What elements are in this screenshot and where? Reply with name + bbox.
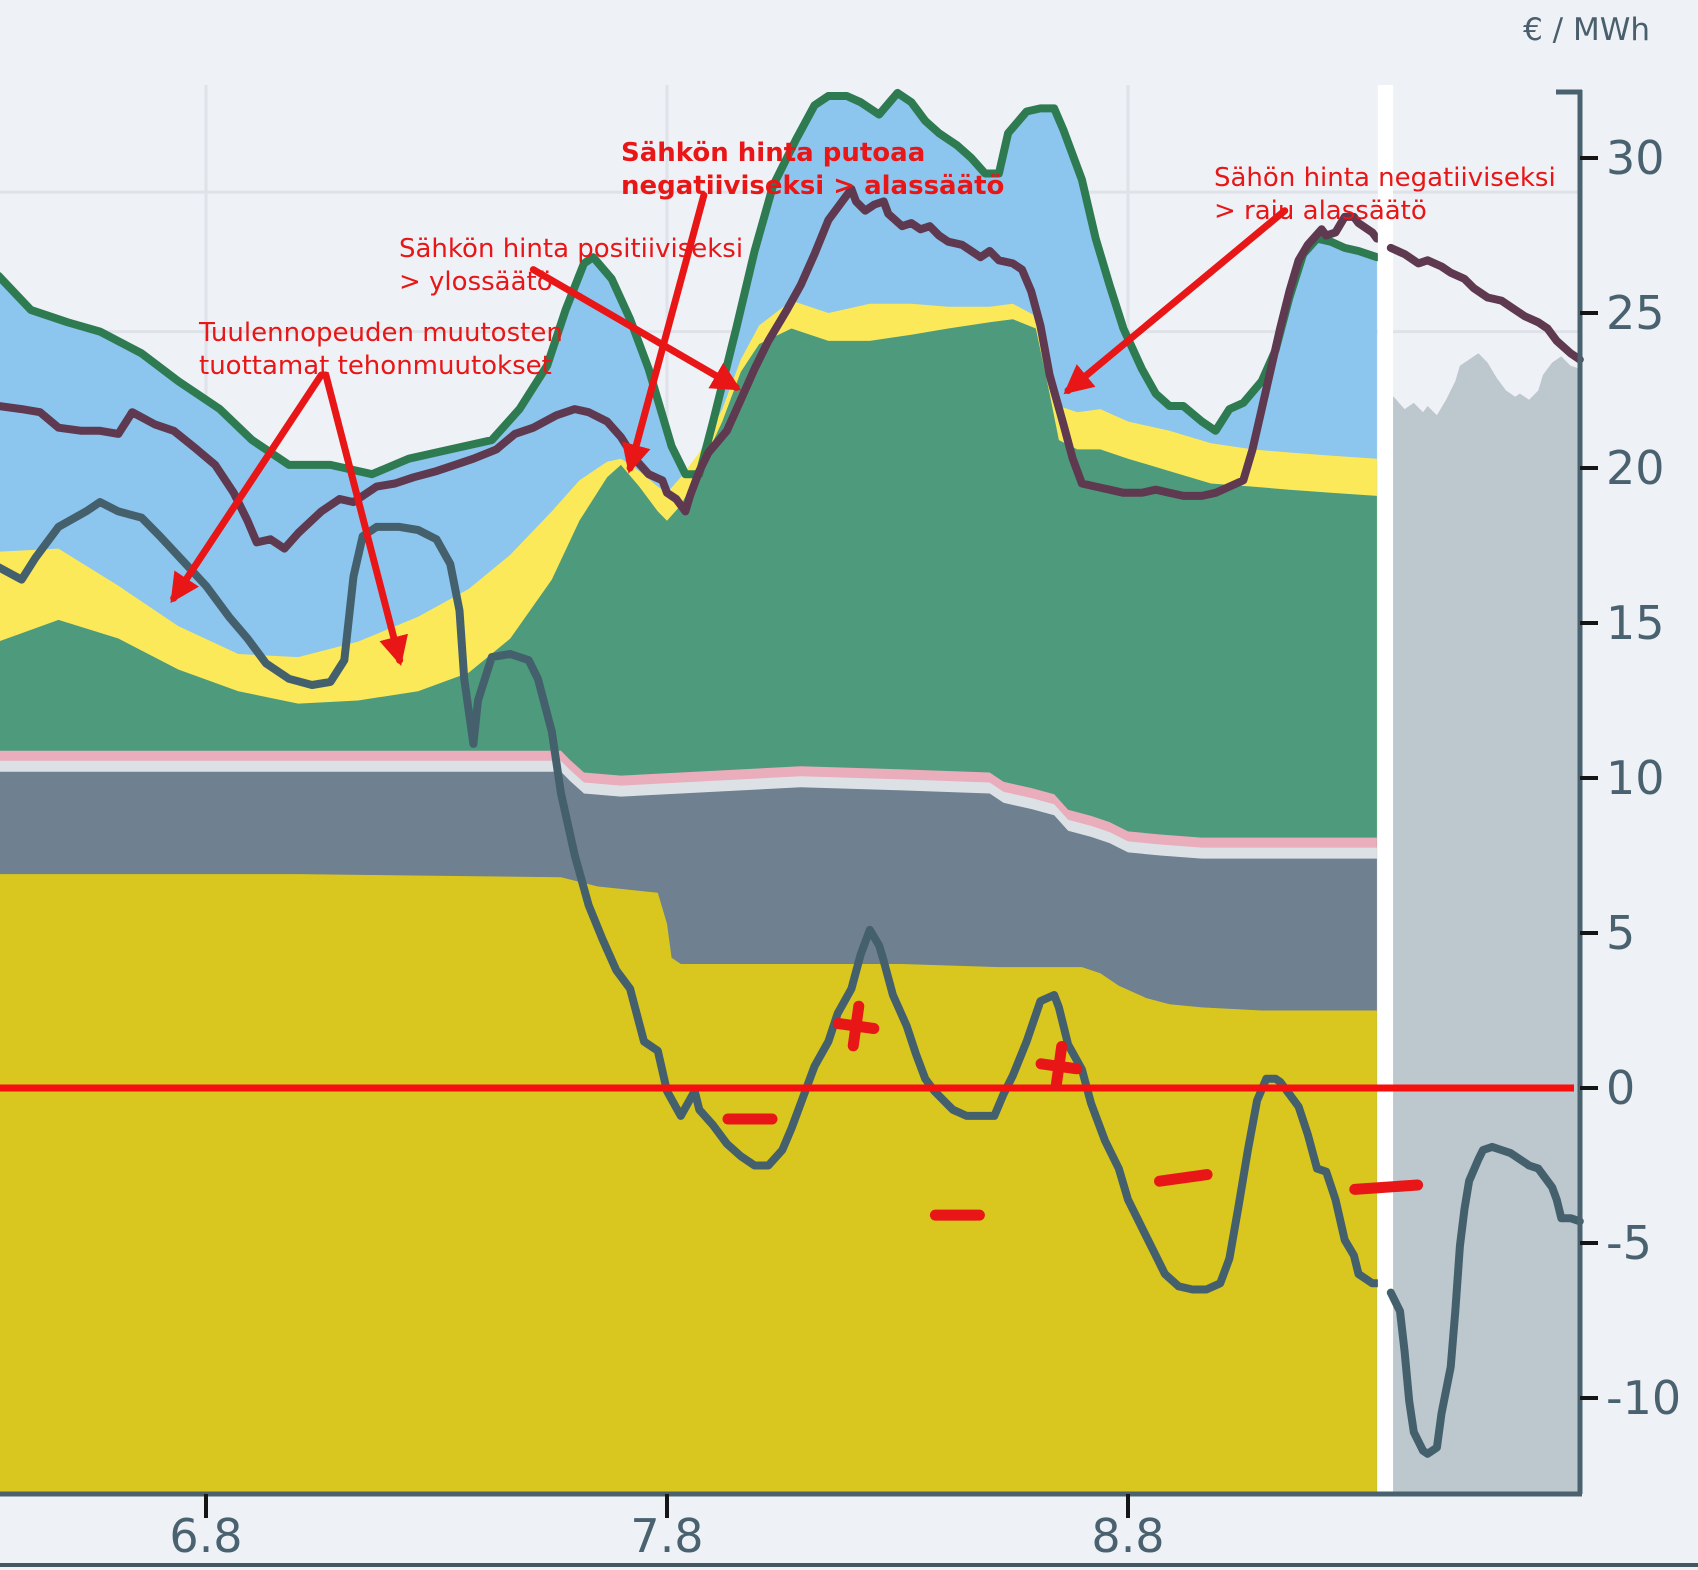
annotation-line: Sähkön hinta putoaa [621, 138, 926, 168]
x-tick-label: 7.8 [630, 1509, 703, 1563]
y-tick-label: 30 [1606, 131, 1665, 185]
y-tick-label: 20 [1606, 441, 1665, 495]
annotation-up-regulation: Sähkön hinta positiiviseksi > ylossäätö [399, 233, 743, 299]
forecast-gray-area [1390, 353, 1580, 1494]
purple-price-line [0, 185, 1381, 553]
y-axis-unit-label: € / MWh [1523, 12, 1650, 48]
y-tick-label: 0 [1606, 1061, 1635, 1115]
minus-mark [1154, 1169, 1213, 1187]
y-tick-label: 25 [1606, 286, 1665, 340]
plus-mark [832, 1000, 880, 1052]
y-tick-label: 15 [1606, 596, 1665, 650]
annotation-wind: Tuulennopeuden muutosten tuottamat tehonm… [199, 317, 563, 383]
forecast-divider [1377, 85, 1394, 1494]
raju-arrow [1063, 207, 1289, 395]
x-tick-label: 8.8 [1091, 1509, 1164, 1563]
x-tick-label: 6.8 [169, 1509, 242, 1563]
annotation-line: > ylossäätö [399, 267, 553, 297]
minus-mark [1349, 1179, 1424, 1195]
annotation-down-regulation: Sähkön hinta putoaa negatiiviseksi > alas… [621, 137, 1004, 203]
y-tick-label: -10 [1606, 1371, 1681, 1425]
y-tick-label: 10 [1606, 751, 1665, 805]
annotation-line: Sähön hinta negatiiviseksi [1214, 163, 1556, 193]
purple-price-line-forecast [1386, 243, 1584, 364]
annotation-line: tuottamat tehonmuutokset [199, 351, 552, 381]
down-reg-arrow [622, 191, 708, 474]
y-tick-label: 5 [1606, 906, 1635, 960]
wind-arrow-right [322, 371, 408, 666]
annotation-line: Sähkön hinta positiiviseksi [399, 234, 744, 264]
wind-arrow-left [170, 371, 325, 604]
green-forecast-line [0, 88, 1381, 479]
plus-mark [1035, 1040, 1083, 1092]
annotation-line: negatiiviseksi > alassäätö [621, 171, 1005, 201]
annotation-raju-alassaato: Sähön hinta negatiiviseksi > raju alassää… [1214, 162, 1556, 228]
slate-regulation-line [0, 498, 1381, 1294]
annotation-line: > raju alassäätö [1214, 196, 1427, 226]
up-reg-arrow [529, 266, 742, 391]
y-tick-label: -5 [1606, 1216, 1652, 1270]
annotation-line: Tuulennopeuden muutosten [199, 318, 563, 348]
slate-regulation-line-forecast [1386, 1142, 1584, 1458]
